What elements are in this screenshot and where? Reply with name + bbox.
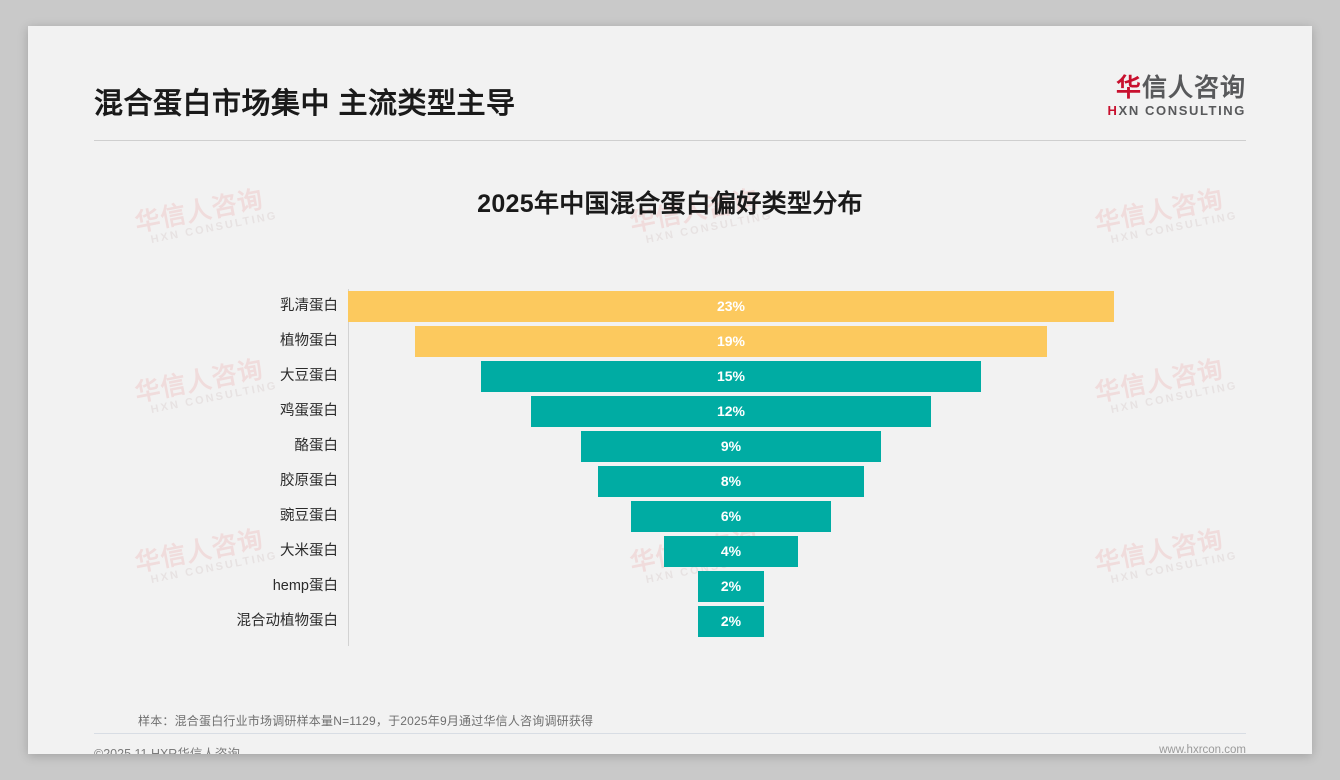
slide-header: 混合蛋白市场集中 主流类型主导 华信人咨询 HXN CONSULTING bbox=[94, 64, 1246, 130]
logo-english-text: HXN CONSULTING bbox=[1108, 103, 1246, 119]
chart-row: 豌豆蛋白 6% bbox=[94, 499, 1246, 534]
funnel-bar[interactable]: 4% bbox=[664, 536, 798, 567]
page-title: 混合蛋白市场集中 主流类型主导 bbox=[94, 88, 516, 120]
slide-footer: ©2025.11 HXR华信人咨询 www.hxrcon.com bbox=[94, 738, 1246, 754]
logo-chinese-text: 华信人咨询 bbox=[1108, 74, 1246, 103]
logo-cn-red: 华 bbox=[1115, 74, 1142, 102]
company-logo: 华信人咨询 HXN CONSULTING bbox=[1108, 74, 1246, 118]
category-label: 鸡蛋蛋白 bbox=[280, 403, 338, 419]
slide: 华信人咨询 HXN CONSULTING 华信人咨询 HXN CONSULTING 华信… bbox=[28, 26, 1312, 754]
funnel-bar[interactable]: 8% bbox=[597, 466, 865, 497]
copyright-text: ©2025.11 HXR华信人咨询 bbox=[94, 747, 240, 754]
chart-row: 酪蛋白 9% bbox=[94, 429, 1246, 464]
header-divider bbox=[94, 140, 1246, 141]
funnel-bar[interactable]: 23% bbox=[348, 291, 1114, 322]
category-label: 胶原蛋白 bbox=[280, 473, 338, 489]
chart-row: 混合动植物蛋白 2% bbox=[94, 604, 1246, 639]
category-label: 大豆蛋白 bbox=[280, 368, 338, 384]
funnel-bar[interactable]: 9% bbox=[581, 431, 881, 462]
funnel-bar[interactable]: 2% bbox=[697, 571, 765, 602]
chart-row: 鸡蛋蛋白 12% bbox=[94, 394, 1246, 429]
chart-container: 2025年中国混合蛋白偏好类型分布 乳清蛋白 23% 植物蛋白 19% 大豆蛋白 15% 鸡… bbox=[94, 156, 1246, 676]
category-label: hemp蛋白 bbox=[272, 578, 338, 594]
source-footnote: 样本：混合蛋白行业市场调研样本量N=1129，于2025年9月通过华信人咨询调研… bbox=[138, 714, 594, 728]
category-axis-line bbox=[348, 289, 349, 646]
funnel-bar[interactable]: 12% bbox=[531, 396, 931, 427]
funnel-bar[interactable]: 15% bbox=[481, 361, 981, 392]
chart-row: 植物蛋白 19% bbox=[94, 324, 1246, 359]
chart-row: 大豆蛋白 15% bbox=[94, 359, 1246, 394]
chart-title: 2025年中国混合蛋白偏好类型分布 bbox=[477, 190, 863, 218]
chart-row: 大米蛋白 4% bbox=[94, 534, 1246, 569]
category-label: 乳清蛋白 bbox=[280, 298, 338, 314]
category-label: 植物蛋白 bbox=[280, 333, 338, 349]
category-label: 豌豆蛋白 bbox=[280, 508, 338, 524]
funnel-bar[interactable]: 6% bbox=[631, 501, 831, 532]
chart-row: 胶原蛋白 8% bbox=[94, 464, 1246, 499]
website-link[interactable]: www.hxrcon.com bbox=[1159, 744, 1246, 754]
category-label: 大米蛋白 bbox=[280, 543, 338, 559]
category-label: 混合动植物蛋白 bbox=[236, 613, 339, 629]
funnel-bar[interactable]: 2% bbox=[697, 606, 765, 637]
footer-divider bbox=[94, 733, 1246, 734]
funnel-bar[interactable]: 19% bbox=[414, 326, 1048, 357]
logo-cn-rest: 信人咨询 bbox=[1141, 74, 1246, 102]
chart-row: hemp蛋白 2% bbox=[94, 569, 1246, 604]
funnel-chart-plot: 乳清蛋白 23% 植物蛋白 19% 大豆蛋白 15% 鸡蛋蛋白 12% 酪蛋白 9% 胶原蛋白 8% 豌… bbox=[94, 284, 1246, 652]
logo-en-red: H bbox=[1107, 102, 1119, 118]
category-label: 酪蛋白 bbox=[294, 438, 339, 454]
logo-en-rest: XN CONSULTING bbox=[1118, 102, 1246, 118]
chart-row: 乳清蛋白 23% bbox=[94, 289, 1246, 324]
